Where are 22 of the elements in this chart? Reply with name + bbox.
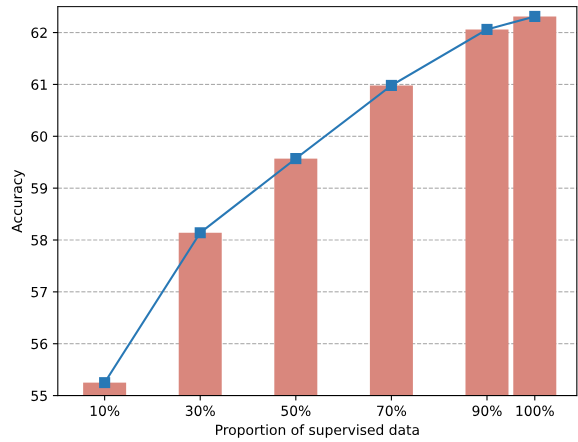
y-tick-label: 55 bbox=[31, 390, 47, 402]
y-axis-title: Accuracy bbox=[12, 170, 25, 233]
point bbox=[386, 80, 397, 92]
y-tick-label: 62 bbox=[31, 28, 47, 38]
point bbox=[529, 10, 540, 22]
x-axis-title: Proportion of supervised data bbox=[216, 424, 419, 438]
y-tick-label: 61 bbox=[31, 79, 47, 90]
x-tick-label: 10% bbox=[90, 406, 120, 416]
point bbox=[194, 227, 206, 238]
x-tick-label: 70% bbox=[377, 406, 406, 416]
y-tick-label: 58 bbox=[31, 234, 48, 246]
point bbox=[99, 377, 110, 388]
y-tick-label: 57 bbox=[31, 287, 47, 298]
x-tick-label: 90% bbox=[472, 406, 502, 416]
x-tick-label: 30% bbox=[186, 406, 215, 416]
y-tick-label: 60 bbox=[31, 131, 48, 142]
y-tick-label: 59 bbox=[31, 183, 48, 194]
point bbox=[290, 153, 302, 164]
x-tick-label: 50% bbox=[281, 406, 310, 416]
y-tick-label: 56 bbox=[31, 338, 48, 350]
point bbox=[481, 24, 493, 36]
x-tick-label: 100% bbox=[516, 406, 554, 416]
